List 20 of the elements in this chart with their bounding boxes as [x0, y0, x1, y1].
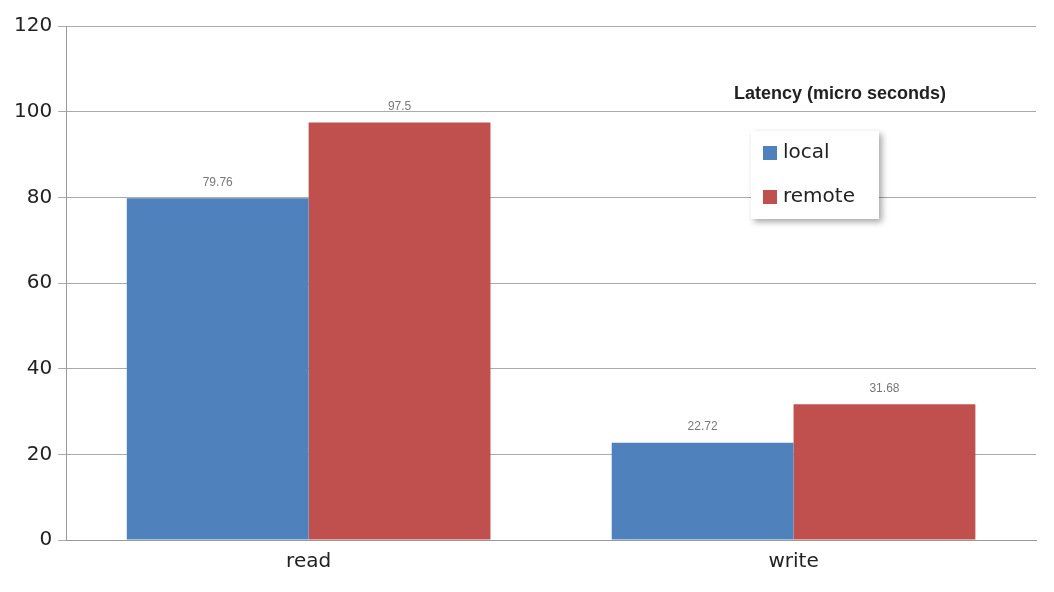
y-tick-label: 60 — [26, 269, 53, 294]
text: Latency (micro seconds) — [733, 82, 947, 103]
y-tick-label: 40 — [26, 354, 53, 379]
bar — [611, 442, 794, 540]
y-tick-label: 120 — [13, 12, 53, 37]
x-tick-label: read — [286, 548, 332, 573]
data-label: 79.76 — [202, 174, 234, 189]
bar — [126, 198, 309, 540]
data-label: 31.68 — [869, 380, 900, 395]
legend-label: local — [783, 139, 830, 164]
x-tick-label: write — [768, 548, 819, 573]
y-tick-label: 0 — [39, 526, 53, 551]
y-tick-label: 100 — [13, 97, 53, 122]
data-label: 22.72 — [687, 419, 718, 433]
data-label: 97.5 — [387, 98, 412, 113]
bar — [793, 404, 976, 540]
legend-label: remote — [783, 183, 855, 208]
bar — [308, 122, 491, 540]
y-tick-label: 80 — [26, 183, 53, 208]
y-tick-label: 20 — [26, 440, 53, 465]
